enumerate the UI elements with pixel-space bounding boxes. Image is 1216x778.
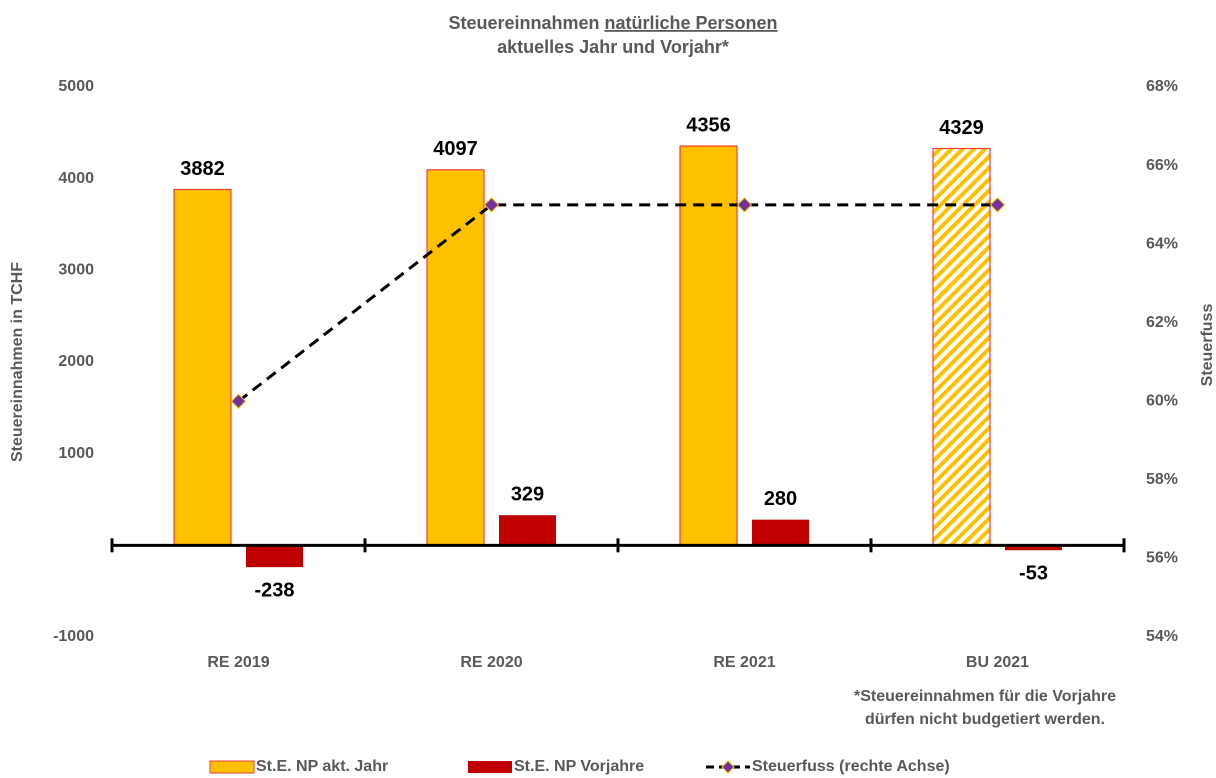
legend-label: Steuerfuss (rechte Achse) [752,758,950,775]
y-tick-label: 2000 [58,353,94,370]
bar [173,188,232,546]
bar [246,545,303,568]
bar [932,147,991,546]
legend-label: St.E. NP akt. Jahr [256,758,388,775]
y-tick-label: 4000 [58,170,94,187]
legend-swatch [209,760,255,774]
line [237,203,998,403]
y2-tick-label: 60% [1146,393,1178,410]
marker [483,197,500,213]
data-label: 3882 [180,158,225,180]
y2-tick-label: 62% [1146,314,1178,331]
data-label: 4097 [433,138,478,160]
legend-label: St.E. NP Vorjahre [514,758,644,775]
bar [679,145,738,546]
footnote: dürfen nicht budgetiert werden. [865,711,1105,728]
bar [499,515,556,546]
y-tick-label: 1000 [58,445,94,462]
x-tick-label: RE 2021 [713,654,775,671]
y-tick-label: 3000 [58,262,94,279]
bar [426,169,485,546]
marker [230,393,247,409]
data-label: 4356 [686,114,731,136]
x-tick-label: BU 2021 [966,654,1029,671]
y2-tick-label: 54% [1146,628,1178,645]
data-label: -238 [254,579,294,601]
y-tick-label: 5000 [58,78,94,95]
y2-tick-label: 66% [1146,157,1178,174]
y2-axis-label: Steuerfuss [1199,304,1216,387]
data-label: 280 [764,488,797,510]
legend-swatch [468,761,512,773]
bar [752,519,809,546]
footnote: *Steuereinnahmen für die Vorjahre [854,688,1116,705]
y-axis-label: Steuereinnahmen in TCHF [9,262,26,462]
y2-tick-label: 68% [1146,78,1178,95]
chart-title: Steuereinnahmen natürliche Personen [448,13,777,33]
y-tick-label: -1000 [53,628,94,645]
x-tick-label: RE 2020 [460,654,522,671]
chart-subtitle: aktuelles Jahr und Vorjahr* [497,37,729,57]
y2-tick-label: 64% [1146,235,1178,252]
legend-swatch [721,760,735,774]
data-label: 4329 [939,117,984,139]
x-tick-label: RE 2019 [207,654,269,671]
y2-tick-label: 56% [1146,550,1178,567]
bar [1005,545,1062,551]
data-label: 329 [511,483,544,505]
data-label: -53 [1019,562,1048,584]
marker [736,197,753,213]
marker [989,197,1006,213]
y2-tick-label: 58% [1146,471,1178,488]
